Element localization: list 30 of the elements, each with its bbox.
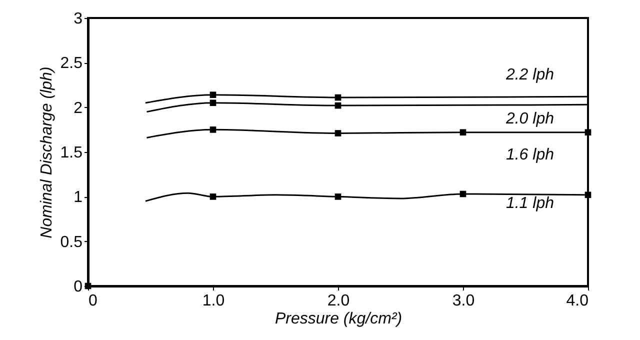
- point: [210, 100, 216, 106]
- point: [584, 129, 592, 136]
- y-tick-label: 2: [74, 100, 83, 117]
- point: [210, 194, 216, 200]
- y-tick-label: 0: [74, 278, 83, 296]
- series-label: 1.1 lph: [506, 194, 554, 212]
- x-tick-label: 0: [88, 292, 98, 310]
- y-tick-label: 0.5: [60, 234, 83, 251]
- point: [584, 192, 592, 198]
- y-tick-label: 1.5: [60, 144, 83, 162]
- y-tick-label: 2.5: [60, 55, 83, 72]
- point: [210, 92, 216, 98]
- point: [210, 126, 216, 133]
- point: [334, 102, 342, 109]
- x-tick-label: 4.0: [566, 292, 589, 310]
- series-label: 2.0 lph: [504, 110, 554, 128]
- series-label: 1.6 lph: [506, 146, 554, 164]
- point: [334, 130, 342, 136]
- y-axis-title: Nominal Discharge (lph): [38, 66, 56, 238]
- point: [334, 94, 342, 101]
- point: [460, 190, 466, 198]
- x-tick-label: 1.0: [202, 292, 225, 310]
- point: [334, 194, 342, 200]
- x-tick-label: 3.0: [452, 292, 475, 310]
- x-tick-label: 2.0: [327, 292, 350, 310]
- y-tick-label: 1: [74, 189, 83, 206]
- point: [460, 129, 466, 136]
- y-tick-label: 3: [74, 10, 83, 28]
- x-axis-title: Pressure (kg/cm²): [274, 310, 402, 328]
- series-label: 2.2 lph: [504, 66, 554, 84]
